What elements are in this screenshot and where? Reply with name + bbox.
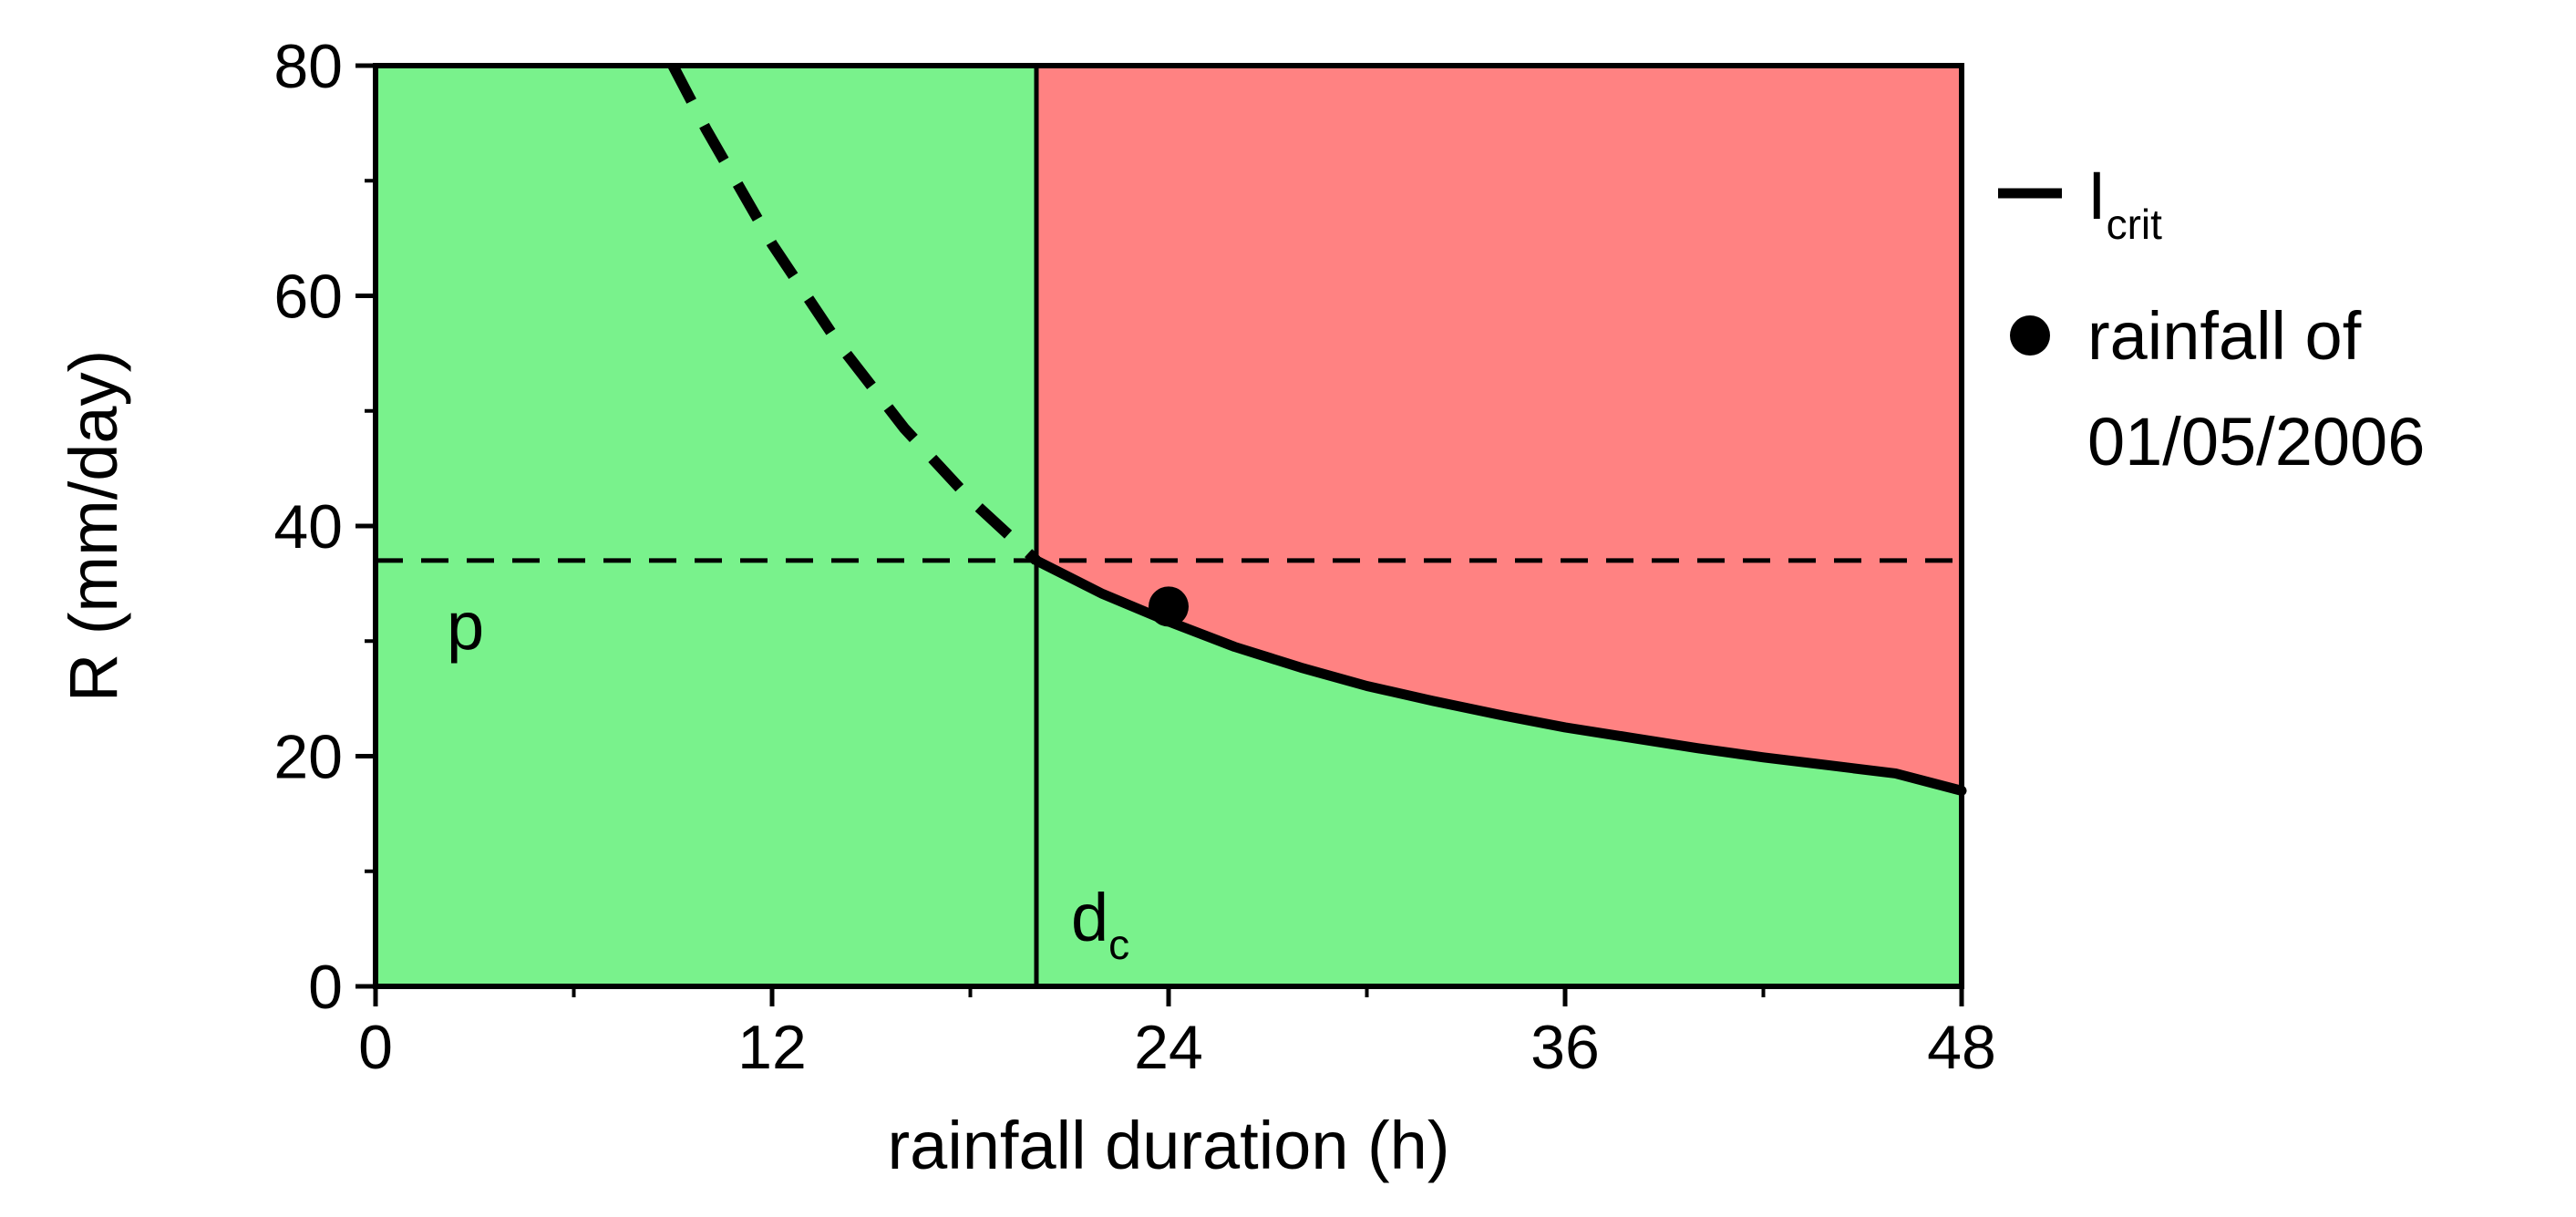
legend-line-label-sub: crit <box>2107 201 2163 248</box>
x-tick-label-24: 24 <box>1134 1013 1203 1082</box>
threshold-group <box>376 66 1962 986</box>
y-tick-label-60: 60 <box>273 263 343 332</box>
y-axis-title: R (mm/day) <box>56 350 131 702</box>
x-tick-label-12: 12 <box>737 1013 807 1082</box>
legend: Icrit rainfall of 01/05/2006 <box>1998 158 2425 480</box>
x-axis-title: rainfall duration (h) <box>888 1108 1450 1183</box>
critical-duration-label-main: d <box>1071 880 1108 955</box>
legend-point-label-line2: 01/05/2006 <box>2087 404 2425 480</box>
unsafe-region <box>1036 66 1962 791</box>
x-tick-label-48: 48 <box>1927 1013 1996 1082</box>
y-tick-label-20: 20 <box>273 723 343 792</box>
chart-regions <box>376 66 1962 986</box>
critical-duration-label: dc <box>1071 880 1129 968</box>
legend-line-label: Icrit <box>2087 158 2162 248</box>
critical-duration-label-sub: c <box>1108 921 1129 968</box>
y-tick-label-80: 80 <box>273 32 343 101</box>
legend-line-label-main: I <box>2087 158 2107 233</box>
x-tick-label-0: 0 <box>358 1013 393 1082</box>
threshold-p-label: p <box>447 588 484 664</box>
series-layer <box>667 63 1967 796</box>
icrit-curve <box>1031 555 1967 796</box>
dashed-curve <box>667 63 1041 565</box>
legend-point-swatch <box>2010 315 2050 356</box>
y-tick-label-0: 0 <box>308 953 343 1022</box>
points-layer <box>1149 586 1189 627</box>
x-tick-label-36: 36 <box>1530 1013 1600 1082</box>
rainfall-point-0 <box>1149 586 1189 627</box>
legend-point-label-line1: rainfall of <box>2087 298 2362 374</box>
y-tick-label-40: 40 <box>273 492 343 562</box>
axes-group: 0 12 24 36 48 0 20 40 60 80 <box>273 32 1995 1082</box>
